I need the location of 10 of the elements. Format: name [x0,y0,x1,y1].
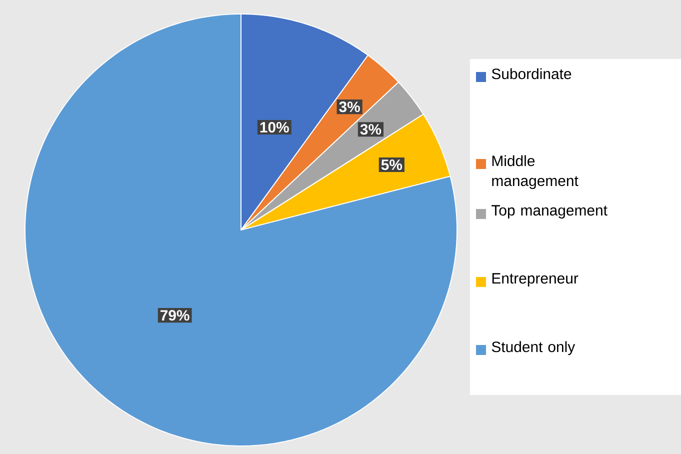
legend-label: Subordinate [492,68,572,80]
legend-label: Entrepreneur [492,273,578,287]
legend-label: Student only [492,341,576,356]
data-label: 3% [360,124,382,135]
legend-label: Middle management [492,155,578,190]
data-label: 5% [381,160,402,170]
data-label: 79% [160,310,190,321]
legend-label: Top management [492,205,608,219]
data-label: 3% [339,102,360,112]
data-label: 10% [260,122,289,133]
